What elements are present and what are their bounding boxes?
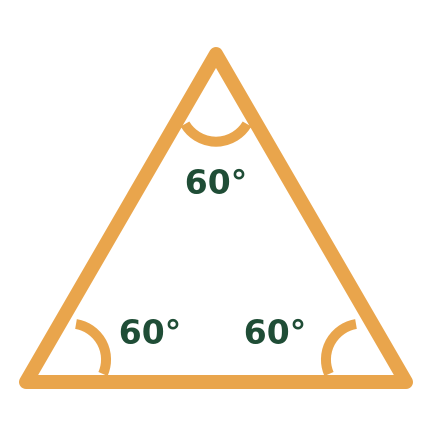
angle-label-top: 60° <box>184 162 248 202</box>
angle-arc-bottom-right <box>320 319 358 377</box>
angle-arc-top <box>180 121 252 147</box>
angle-arc-bottom-left <box>74 319 112 377</box>
angle-label-bottom-right: 60° <box>243 312 307 352</box>
triangle-outline <box>19 47 413 389</box>
angle-label-bottom-left: 60° <box>118 312 182 352</box>
